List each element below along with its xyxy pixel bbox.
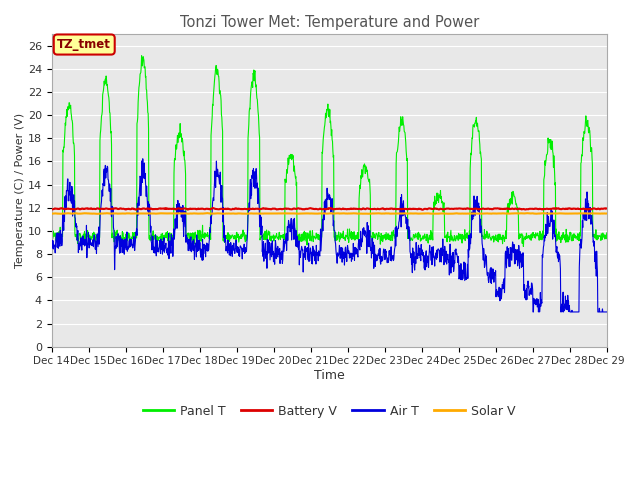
- Legend: Panel T, Battery V, Air T, Solar V: Panel T, Battery V, Air T, Solar V: [138, 400, 521, 423]
- Title: Tonzi Tower Met: Temperature and Power: Tonzi Tower Met: Temperature and Power: [180, 15, 479, 30]
- Text: TZ_tmet: TZ_tmet: [58, 38, 111, 51]
- Y-axis label: Temperature (C) / Power (V): Temperature (C) / Power (V): [15, 113, 25, 268]
- X-axis label: Time: Time: [314, 369, 344, 382]
